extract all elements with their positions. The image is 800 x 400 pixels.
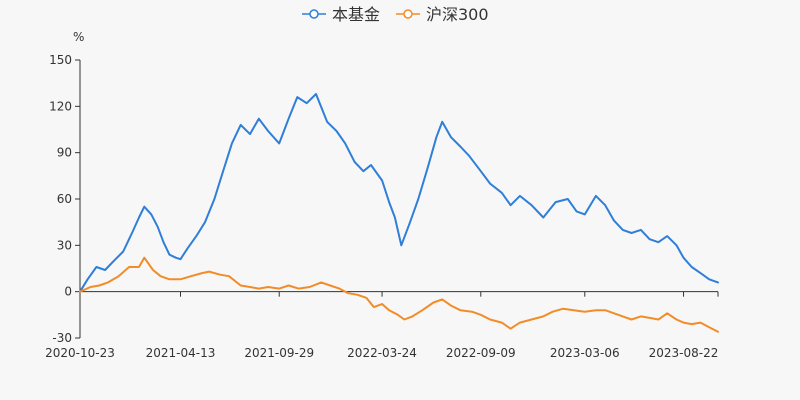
y-tick-label: 150 <box>49 53 72 67</box>
x-tick-label: 2021-09-29 <box>244 346 314 360</box>
y-tick-label: 120 <box>49 99 72 113</box>
legend[interactable]: 本基金 沪深300 <box>302 5 489 24</box>
x-tick-label: 2023-03-06 <box>550 346 620 360</box>
y-axis: -30 0 30 60 90 120 150 <box>49 53 81 345</box>
x-tick-label: 2020-10-23 <box>45 346 115 360</box>
x-axis: 2020-10-23 2021-04-13 2021-09-29 2022-03-24… <box>45 291 719 360</box>
x-tick-label: 2022-03-24 <box>347 346 417 360</box>
series-line <box>79 256 719 333</box>
legend-label: 沪深300 <box>426 5 489 24</box>
legend-item[interactable]: 本基金 <box>302 5 380 24</box>
y-axis-unit-label: % <box>73 30 84 44</box>
x-tick-label: 2022-09-09 <box>446 346 516 360</box>
y-tick-label: 90 <box>57 146 72 160</box>
x-tick-label: 2021-04-13 <box>146 346 216 360</box>
series-benchmark <box>79 256 719 333</box>
legend-item[interactable]: 沪深300 <box>396 5 489 24</box>
y-tick-label: 60 <box>57 192 72 206</box>
y-tick-label: 0 <box>64 285 72 299</box>
y-tick-label: 30 <box>57 238 72 252</box>
series-layer <box>79 93 719 333</box>
y-tick-label: -30 <box>52 331 72 345</box>
x-tick-label: 2023-08-22 <box>649 346 719 360</box>
series-line <box>79 93 719 293</box>
legend-marker-swatch <box>309 9 319 19</box>
legend-marker-swatch <box>403 9 413 19</box>
legend-label: 本基金 <box>332 5 380 24</box>
series-fund <box>79 93 719 293</box>
